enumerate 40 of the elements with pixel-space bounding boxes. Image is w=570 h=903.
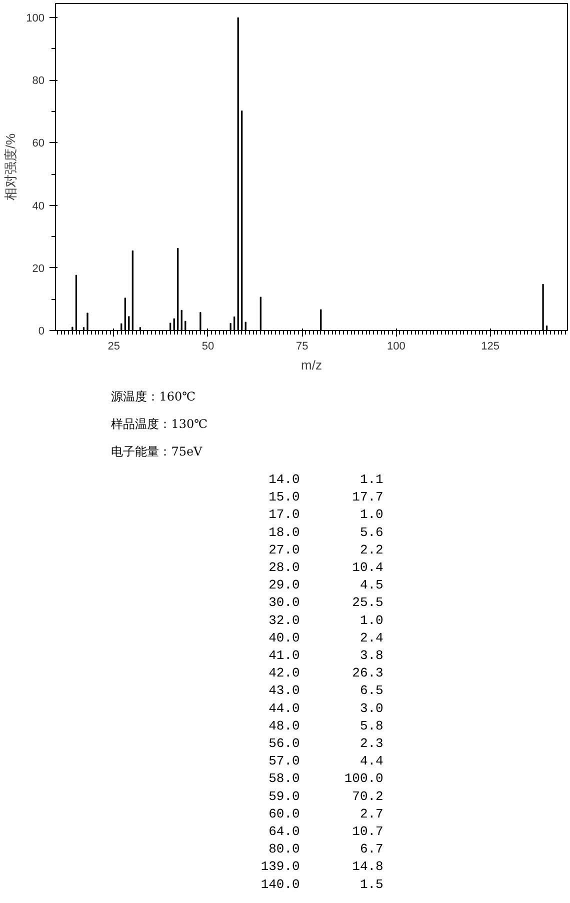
y-tick-label: 80	[32, 75, 45, 88]
text: 样品温度：130℃	[111, 417, 208, 431]
text: 18.0 5.6	[268, 524, 384, 540]
y-tick-label: 40	[32, 200, 45, 212]
text: 42.0 26.3	[268, 666, 384, 681]
text: 80.0 6.7	[268, 842, 384, 857]
x-tick-label: 75	[296, 340, 308, 352]
text: 32.0 1.0	[268, 612, 384, 628]
text: 48.0 5.8	[268, 718, 384, 734]
text: 17.0 1.0	[268, 507, 384, 522]
text: 43.0 6.5	[268, 683, 384, 698]
text: 57.0 4.4	[268, 754, 384, 769]
text: 139.0 14.8	[260, 859, 384, 874]
text: 56.0 2.3	[268, 736, 384, 751]
text: 41.0 3.8	[268, 648, 384, 663]
text: 60.0 2.7	[268, 806, 384, 822]
text: 电子能量：75eV	[111, 444, 203, 458]
text: 14.0 1.1	[268, 472, 384, 487]
text: 30.0 25.5	[268, 595, 384, 610]
y-tick-label: 0	[38, 326, 45, 338]
x-tick-label: 125	[481, 340, 500, 352]
text: 40.0 2.4	[268, 630, 384, 646]
y-axis-title: 相对强度/%	[3, 132, 18, 201]
x-tick-label: 25	[108, 340, 120, 352]
text: 27.0 2.2	[268, 542, 384, 558]
text: 28.0 10.4	[268, 560, 384, 575]
y-tick-label: 60	[32, 138, 45, 150]
text: 源温度：160℃	[111, 390, 196, 404]
y-tick-label: 20	[32, 262, 45, 275]
text: 29.0 4.5	[268, 578, 384, 593]
text: 59.0 70.2	[268, 788, 384, 804]
text: 140.0 1.5	[260, 876, 384, 892]
text: 44.0 3.0	[268, 700, 384, 716]
x-tick-label: 50	[202, 340, 214, 352]
text: 15.0 17.7	[268, 490, 384, 505]
text: 64.0 10.7	[268, 824, 384, 839]
text: 58.0 100.0	[268, 771, 384, 786]
x-tick-label: 100	[387, 340, 406, 352]
x-axis-title: m/z	[301, 358, 322, 372]
y-tick-label: 100	[26, 12, 45, 25]
